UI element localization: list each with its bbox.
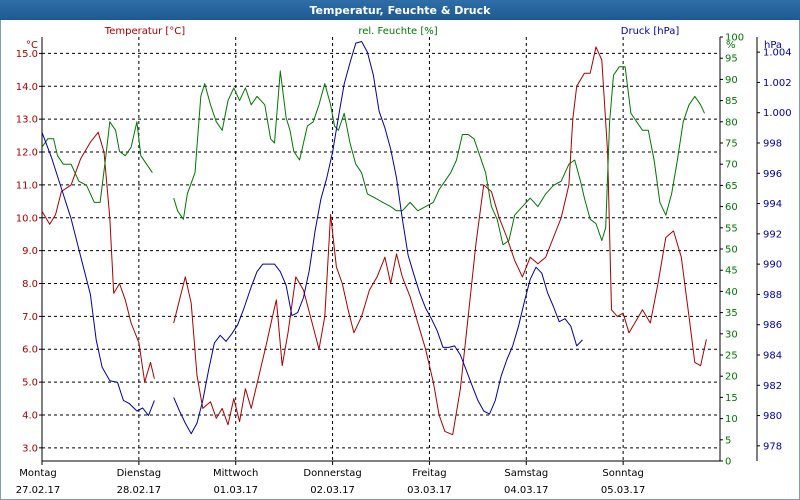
humidity-tick-label: 35 bbox=[725, 308, 738, 319]
x-tick-label-date: 01.03.17 bbox=[213, 485, 258, 496]
pressure-axis-label: Druck [hPa] bbox=[621, 26, 680, 37]
humidity-tick-label: 75 bbox=[725, 139, 738, 150]
humidity-tick-label: 90 bbox=[725, 75, 738, 86]
x-tick-label-date: 03.03.17 bbox=[407, 485, 452, 496]
x-tick-label-day: Samstag bbox=[504, 468, 548, 479]
temperature-tick-label: 3.0 bbox=[22, 443, 38, 454]
humidity-tick-label: 30 bbox=[725, 329, 738, 340]
temperature-series-line bbox=[173, 46, 707, 436]
temperature-tick-label: 15.0 bbox=[16, 49, 38, 60]
pressure-tick-label: 992 bbox=[763, 229, 782, 240]
temperature-series-line bbox=[41, 131, 155, 383]
axes bbox=[41, 37, 758, 462]
pressure-series-line bbox=[41, 132, 155, 417]
temperature-tick-label: 11.0 bbox=[16, 180, 38, 191]
humidity-tick-label: 100 bbox=[725, 33, 744, 44]
x-tick-label-day: Montag bbox=[19, 468, 56, 479]
pressure-tick-label: 990 bbox=[763, 260, 782, 271]
humidity-tick-label: 95 bbox=[725, 54, 738, 65]
x-tick-label-day: Donnerstag bbox=[303, 468, 361, 479]
pressure-tick-label: 998 bbox=[763, 139, 782, 150]
temperature-axis-label: Temperatur [°C] bbox=[104, 26, 185, 37]
humidity-tick-label: 50 bbox=[725, 245, 738, 256]
humidity-tick-label: 85 bbox=[725, 96, 738, 107]
x-tick-label-date: 02.03.17 bbox=[310, 485, 355, 496]
humidity-tick-label: 80 bbox=[725, 117, 738, 128]
window-title: Temperatur, Feuchte & Druck bbox=[0, 0, 800, 20]
x-tick-label-day: Mittwoch bbox=[213, 468, 258, 479]
humidity-tick-label: 45 bbox=[725, 266, 738, 277]
humidity-axis-label: rel. Feuchte [%] bbox=[358, 26, 437, 37]
humidity-tick-label: 10 bbox=[725, 414, 738, 425]
pressure-tick-label: 982 bbox=[763, 381, 782, 392]
humidity-series-line bbox=[41, 121, 153, 203]
temperature-tick-label: 12.0 bbox=[16, 148, 38, 159]
x-tick-label-day: Sonntag bbox=[602, 468, 644, 479]
temperature-tick-label: 13.0 bbox=[16, 115, 38, 126]
humidity-tick-label: 15 bbox=[725, 393, 738, 404]
pressure-tick-label: 986 bbox=[763, 320, 782, 331]
pressure-tick-label: 980 bbox=[763, 411, 782, 422]
pressure-tick-label: 984 bbox=[763, 351, 782, 362]
humidity-tick-label: 25 bbox=[725, 351, 738, 362]
x-tick-label-date: 05.03.17 bbox=[601, 485, 646, 496]
x-tick-label-date: 28.02.17 bbox=[117, 485, 162, 496]
series-lines bbox=[41, 41, 707, 436]
temperature-tick-label: 10.0 bbox=[16, 213, 38, 224]
humidity-tick-label: 20 bbox=[725, 372, 738, 383]
pressure-tick-label: 994 bbox=[763, 199, 782, 210]
tick-labels: 3.0 4.0 5.0 6.0 7.0 8.0 9.0 10.0 11.0 12.0 13.0 14.… bbox=[16, 33, 792, 497]
grid-lines bbox=[42, 37, 720, 461]
temperature-tick-label: 8.0 bbox=[22, 279, 38, 290]
temperature-tick-label: 7.0 bbox=[22, 312, 38, 323]
temperature-tick-label: 4.0 bbox=[22, 410, 38, 421]
temperature-tick-label: 9.0 bbox=[22, 246, 38, 257]
pressure-tick-label: 1.002 bbox=[763, 78, 792, 89]
temperature-tick-label: 5.0 bbox=[22, 378, 38, 389]
humidity-tick-label: 40 bbox=[725, 287, 738, 298]
humidity-tick-label: 65 bbox=[725, 181, 738, 192]
humidity-tick-label: 70 bbox=[725, 160, 738, 171]
humidity-tick-label: 0 bbox=[725, 457, 731, 468]
pressure-tick-label: 988 bbox=[763, 290, 782, 301]
pressure-tick-label: 978 bbox=[763, 441, 782, 452]
temperature-tick-label: 6.0 bbox=[22, 345, 38, 356]
x-tick-label-day: Freitag bbox=[412, 468, 446, 479]
pressure-tick-label: 996 bbox=[763, 169, 782, 180]
pressure-tick-label: 1.004 bbox=[763, 48, 792, 59]
temperature-unit: °C bbox=[26, 40, 38, 51]
humidity-tick-label: 55 bbox=[725, 223, 738, 234]
x-tick-label-date: 27.02.17 bbox=[16, 485, 61, 496]
humidity-series-line bbox=[173, 66, 705, 246]
humidity-unit: % bbox=[726, 40, 736, 51]
temperature-tick-label: 14.0 bbox=[16, 82, 38, 93]
humidity-tick-label: 60 bbox=[725, 202, 738, 213]
pressure-tick-label: 1.000 bbox=[763, 108, 792, 119]
humidity-tick-label: 5 bbox=[725, 435, 731, 446]
pressure-unit: hPa bbox=[764, 40, 782, 51]
pressure-series-line bbox=[173, 41, 583, 435]
x-tick-label-date: 04.03.17 bbox=[504, 485, 549, 496]
x-tick-label-day: Dienstag bbox=[117, 468, 162, 479]
